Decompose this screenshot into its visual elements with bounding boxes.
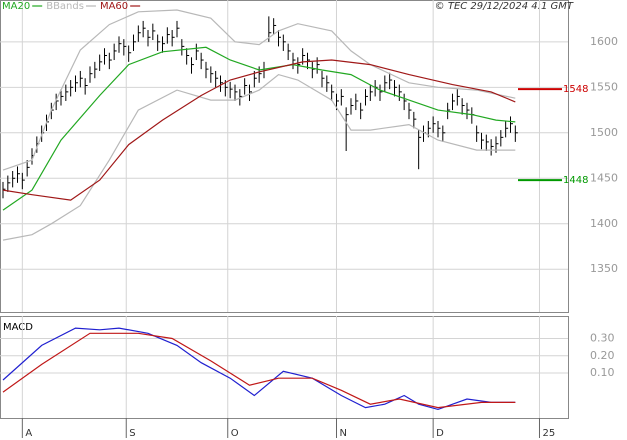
macd-line (2, 332, 516, 409)
legend-label: MA20 (2, 1, 30, 12)
x-tick-label: O (231, 428, 239, 439)
source: © TEC 29/12/2024 4:1 GMT (435, 1, 574, 12)
price-panel (0, 0, 569, 313)
y-tick-label: 0.10 (590, 366, 615, 379)
y-tick-label: 1350 (590, 262, 618, 275)
ma-line (2, 46, 516, 211)
y-tick-label: 1550 (590, 80, 618, 93)
y-tick-label: 0.30 (590, 331, 615, 344)
ma-line (2, 59, 516, 201)
legend-label: BBands (46, 1, 84, 12)
macd-panel (0, 316, 569, 419)
y-tick-label: 1500 (590, 126, 618, 139)
macd-title: MACD (3, 322, 33, 333)
band-lower (2, 73, 516, 241)
x-tick-label: 25 (542, 428, 555, 439)
x-tick-label: D (436, 428, 444, 439)
level-label: 1548 (563, 84, 588, 95)
band-upper (2, 9, 516, 171)
y-tick-label: 1400 (590, 217, 618, 230)
x-tick-label: N (339, 428, 346, 439)
level-label: 1448 (563, 175, 588, 186)
legend-label: MA60 (100, 1, 128, 12)
y-tick-label: 0.20 (590, 349, 615, 362)
y-tick-label: 1450 (590, 171, 618, 184)
macd-line (2, 327, 516, 411)
x-tick-label: S (129, 428, 135, 439)
y-tick-label: 1600 (590, 35, 618, 48)
x-tick-label: A (25, 428, 32, 439)
